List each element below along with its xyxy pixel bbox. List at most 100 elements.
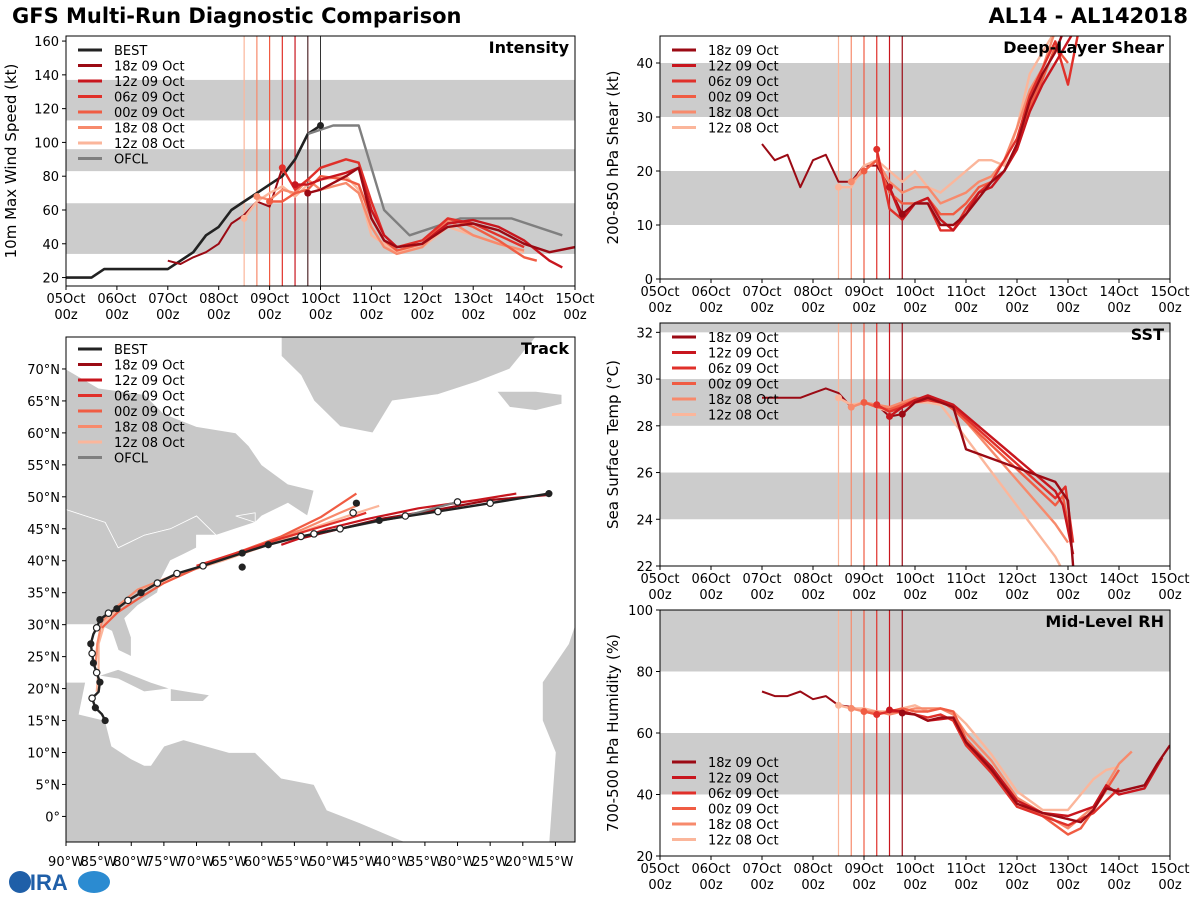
lon-tick-label: 40°W — [374, 855, 410, 870]
init-marker — [847, 403, 855, 411]
track-point-00z — [87, 640, 95, 648]
y-tick-label: 40 — [636, 57, 653, 72]
x-tick-hour: 00z — [1158, 588, 1182, 603]
init-marker — [278, 164, 286, 172]
init-marker — [253, 192, 261, 200]
lon-tick-label: 30°W — [440, 855, 476, 870]
x-tick-label: 07Oct — [742, 285, 781, 300]
lat-tick-label: 65°N — [27, 395, 60, 410]
track-point-12z — [349, 508, 357, 517]
x-tick-hour: 00z — [54, 308, 78, 323]
y-tick-label: 60 — [636, 727, 653, 742]
y-axis-label: Sea Surface Temp (°C) — [604, 360, 622, 529]
intensity-plot-area — [66, 36, 575, 286]
track-point-12z — [124, 596, 132, 605]
panel-title: Mid-Level RH — [1045, 612, 1164, 631]
threshold-band — [660, 171, 1170, 225]
iceland-land — [495, 390, 563, 411]
init-marker — [886, 706, 893, 714]
best-marker — [317, 122, 324, 130]
x-tick-label: 12Oct — [997, 285, 1036, 300]
track-point-12z — [104, 609, 113, 617]
x-tick-hour: 00z — [258, 308, 282, 323]
africa-land — [542, 624, 575, 842]
x-tick-hour: 00z — [1005, 878, 1029, 893]
x-tick-label: 05Oct — [46, 292, 85, 307]
x-tick-hour: 00z — [954, 301, 978, 316]
x-tick-hour: 00z — [105, 308, 129, 323]
track-point-00z — [113, 605, 121, 613]
x-tick-label: 12Oct — [997, 862, 1036, 877]
x-tick-label: 15Oct — [1150, 862, 1189, 877]
legend-label: 12z 08 Oct — [708, 409, 779, 424]
x-tick-hour: 00z — [360, 308, 384, 323]
threshold-band — [660, 63, 1170, 117]
init-marker — [860, 398, 868, 406]
init-marker — [860, 707, 868, 715]
x-tick-label: 13Oct — [454, 292, 493, 307]
x-tick-label: 09Oct — [844, 862, 883, 877]
lat-tick-label: 55°N — [27, 459, 60, 474]
track-point-00z — [137, 589, 145, 597]
x-tick-hour: 00z — [1158, 301, 1182, 316]
lat-tick-label: 15°N — [27, 715, 60, 730]
track-point-12z — [88, 649, 96, 658]
y-tick-label: 40 — [636, 789, 653, 804]
lat-tick-label: 25°N — [27, 651, 60, 666]
init-marker — [291, 181, 299, 189]
x-tick-hour: 00z — [699, 878, 723, 893]
init-marker — [835, 394, 842, 402]
panel-title: SST — [1131, 325, 1164, 344]
legend-label: OFCL — [114, 452, 149, 467]
track-point-12z — [153, 579, 162, 587]
track-point-12z — [401, 512, 410, 520]
legend-label: 06z 09 Oct — [708, 362, 779, 377]
run-series-0 — [901, 396, 1075, 566]
y-tick-label: 26 — [636, 467, 653, 482]
page-title: GFS Multi-Run Diagnostic Comparison — [12, 4, 462, 28]
y-axis-label: 10m Max Wind Speed (kt) — [2, 64, 20, 259]
x-tick-hour: 00z — [750, 301, 774, 316]
lon-tick-label: 60°W — [244, 855, 280, 870]
x-tick-hour: 00z — [648, 588, 672, 603]
x-tick-hour: 00z — [1005, 301, 1029, 316]
y-tick-label: 20 — [42, 272, 59, 287]
x-tick-label: 11Oct — [946, 862, 985, 877]
lon-tick-label: 55°W — [276, 855, 312, 870]
lon-tick-label: 15°W — [537, 855, 573, 870]
track-point-12z — [199, 562, 207, 570]
run-series-1 — [888, 394, 1075, 555]
run-series-0 — [902, 711, 1170, 824]
legend-label: 12z 09 Oct — [114, 75, 185, 90]
init-marker — [240, 214, 248, 222]
y-tick-label: 10 — [636, 219, 653, 234]
legend-label: 00z 09 Oct — [114, 106, 185, 121]
legend-label: 12z 08 Oct — [114, 436, 185, 451]
init-marker — [873, 711, 881, 719]
sst-plot-area — [660, 323, 1170, 566]
x-tick-label: 11Oct — [946, 572, 985, 587]
x-tick-label: 12Oct — [997, 572, 1036, 587]
y-tick-label: 30 — [636, 373, 653, 388]
panel-title: Deep-Layer Shear — [1003, 38, 1164, 57]
run-series-4 — [850, 36, 1055, 205]
x-tick-hour: 00z — [801, 301, 825, 316]
lat-tick-label: 20°N — [27, 683, 60, 698]
lat-tick-label: 0° — [45, 810, 60, 825]
x-tick-hour: 00z — [411, 308, 435, 323]
track-point-12z — [310, 530, 318, 538]
track-point-00z — [96, 678, 104, 686]
legend-label: 18z 08 Oct — [114, 421, 185, 436]
track-map-panel: 0° 5°N 10°N 15°N 20°N 25°N 30°N 35°N 40°N 45°N 50°… — [27, 336, 576, 870]
legend-label: 12z 08 Oct — [114, 137, 185, 152]
legend-label: 18z 09 Oct — [114, 359, 185, 374]
x-tick-label: 12Oct — [403, 292, 442, 307]
track-point-00z — [96, 615, 104, 624]
track-point-12z — [88, 694, 96, 702]
legend-label: OFCL — [114, 153, 149, 168]
run-track-2 — [196, 511, 367, 567]
best-track — [89, 492, 550, 722]
y-tick-label: 24 — [636, 513, 653, 528]
x-tick-hour: 00z — [852, 588, 876, 603]
